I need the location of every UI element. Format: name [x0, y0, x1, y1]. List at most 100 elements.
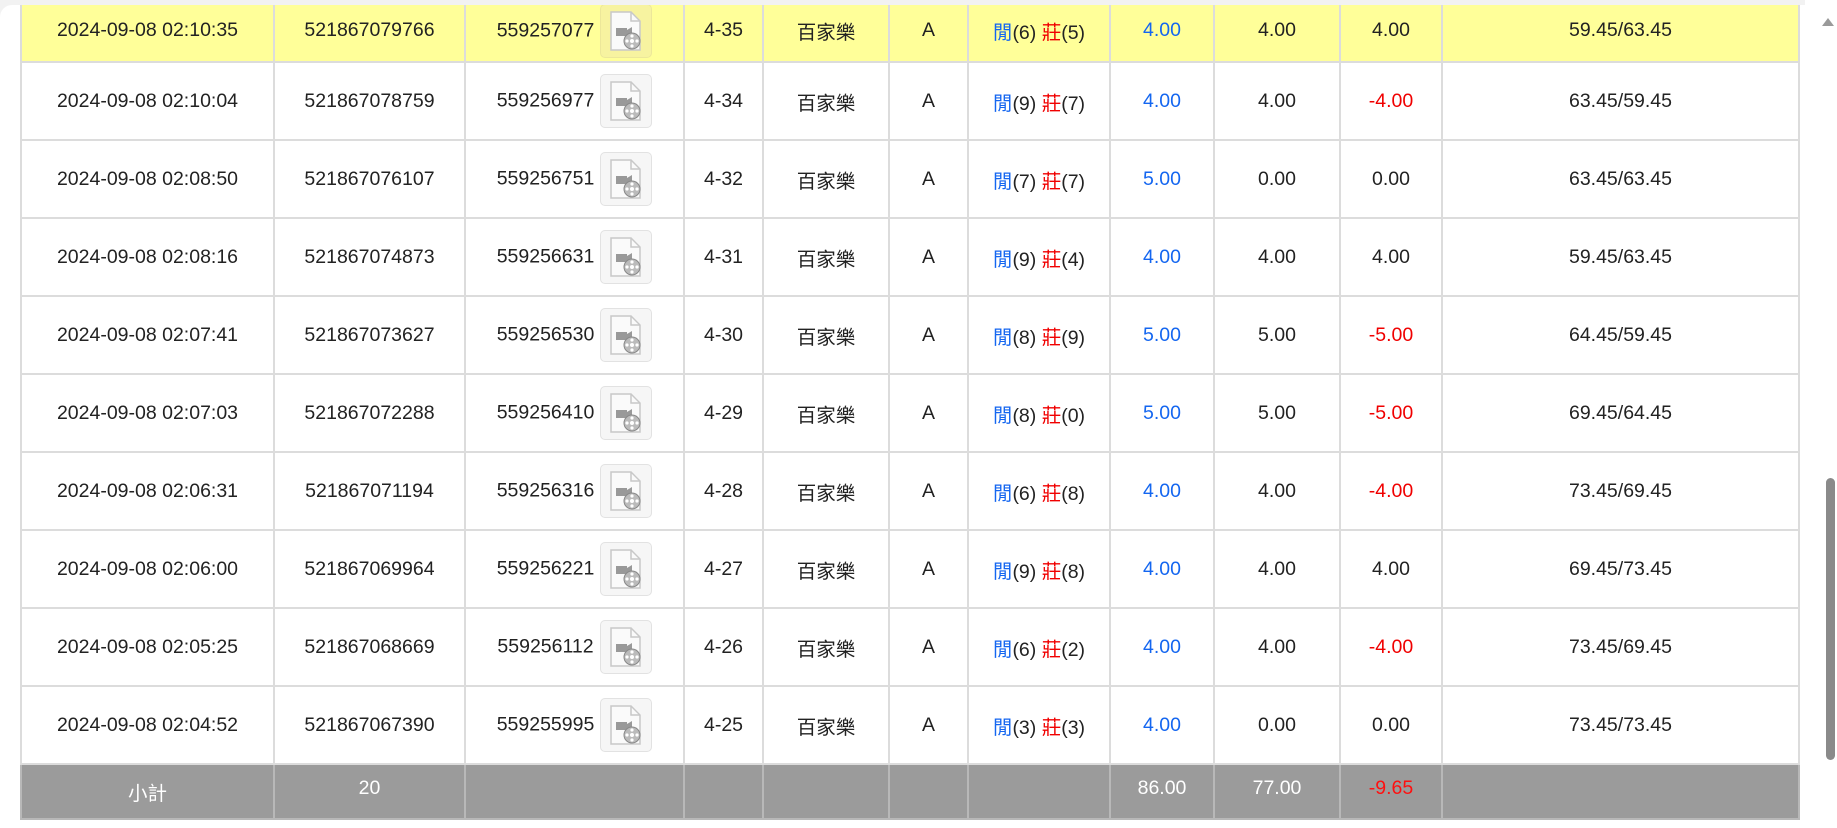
video-file-icon[interactable]	[600, 308, 653, 362]
player-points: (3)	[1012, 716, 1037, 739]
banker-points: (2)	[1061, 638, 1086, 661]
bet-amount: 4.00	[1109, 61, 1215, 141]
bet-time: 2024-09-08 02:04:52	[20, 685, 275, 765]
bet-id: 521867072288	[273, 373, 466, 453]
table-row: 2024-09-08 02:10:04 521867078759 5592569…	[20, 61, 1800, 141]
banker-label: 莊	[1041, 248, 1062, 271]
table-name: A	[888, 685, 969, 765]
table-number: 4-29	[683, 373, 764, 453]
player-points: (9)	[1012, 92, 1037, 115]
video-file-icon[interactable]	[600, 152, 653, 206]
balance-before-after: 69.45/73.45	[1441, 529, 1800, 609]
round-id-cell: 559256221	[464, 529, 685, 609]
bet-id: 521867079766	[273, 5, 466, 63]
video-file-icon[interactable]	[600, 542, 653, 596]
player-label: 閒	[992, 326, 1013, 349]
banker-points: (0)	[1061, 404, 1086, 427]
round-id: 559256751	[496, 167, 595, 190]
video-file-icon[interactable]	[600, 230, 653, 284]
video-file-icon[interactable]	[600, 386, 653, 440]
bet-time: 2024-09-08 02:06:31	[20, 451, 275, 531]
round-id-cell: 559256410	[464, 373, 685, 453]
table-row: 2024-09-08 02:08:16 521867074873 5592566…	[20, 217, 1800, 297]
round-id-cell: 559256631	[464, 217, 685, 297]
scroll-up-arrow-icon[interactable]	[1822, 18, 1834, 26]
result-cell: 閒(6) 莊(8)	[967, 451, 1111, 531]
valid-amount: 0.00	[1213, 139, 1341, 219]
table-number: 4-34	[683, 61, 764, 141]
banker-label: 莊	[1041, 170, 1062, 193]
bet-time: 2024-09-08 02:08:50	[20, 139, 275, 219]
banker-points: (8)	[1061, 482, 1086, 505]
result-cell: 閒(9) 莊(7)	[967, 61, 1111, 141]
result-cell: 閒(3) 莊(3)	[967, 685, 1111, 765]
empty-cell	[967, 763, 1111, 820]
player-points: (9)	[1012, 560, 1037, 583]
table-name: A	[888, 139, 969, 219]
scrollbar-thumb[interactable]	[1826, 478, 1835, 760]
video-file-icon[interactable]	[600, 74, 653, 128]
player-points: (7)	[1012, 170, 1037, 193]
game-name: 百家樂	[762, 373, 890, 453]
game-name: 百家樂	[762, 607, 890, 687]
table-row: 2024-09-08 02:10:35 521867079766 5592570…	[20, 5, 1800, 63]
valid-amount: 5.00	[1213, 295, 1341, 375]
banker-points: (4)	[1061, 248, 1086, 271]
player-points: (8)	[1012, 326, 1037, 349]
table-row: 2024-09-08 02:07:41 521867073627 5592565…	[20, 295, 1800, 375]
table-row: 2024-09-08 02:04:52 521867067390 5592559…	[20, 685, 1800, 765]
bet-amount: 4.00	[1109, 529, 1215, 609]
win-loss: -4.00	[1339, 607, 1443, 687]
empty-cell	[464, 763, 685, 820]
table-name: A	[888, 61, 969, 141]
bet-amount: 4.00	[1109, 607, 1215, 687]
round-id: 559255995	[496, 713, 595, 736]
round-id-cell: 559256530	[464, 295, 685, 375]
bet-id: 521867073627	[273, 295, 466, 375]
round-id-cell: 559257077	[464, 5, 685, 63]
bet-time: 2024-09-08 02:07:03	[20, 373, 275, 453]
round-id-cell: 559255995	[464, 685, 685, 765]
table-number: 4-30	[683, 295, 764, 375]
banker-label: 莊	[1041, 22, 1062, 44]
video-file-icon[interactable]	[600, 464, 653, 518]
banker-label: 莊	[1041, 638, 1062, 661]
table-row: 2024-09-08 02:08:50 521867076107 5592567…	[20, 139, 1800, 219]
game-name: 百家樂	[762, 61, 890, 141]
balance-before-after: 73.45/73.45	[1441, 685, 1800, 765]
bet-id: 521867078759	[273, 61, 466, 141]
balance-before-after: 73.45/69.45	[1441, 451, 1800, 531]
game-name: 百家樂	[762, 451, 890, 531]
win-loss: 4.00	[1339, 217, 1443, 297]
banker-points: (3)	[1061, 716, 1086, 739]
valid-amount: 4.00	[1213, 5, 1341, 63]
banker-points: (8)	[1061, 560, 1086, 583]
table-name: A	[888, 217, 969, 297]
win-loss: -5.00	[1339, 295, 1443, 375]
table-name: A	[888, 5, 969, 63]
balance-before-after: 73.45/69.45	[1441, 607, 1800, 687]
player-label: 閒	[992, 170, 1013, 193]
video-file-icon[interactable]	[600, 5, 653, 58]
table-name: A	[888, 295, 969, 375]
video-file-icon[interactable]	[599, 620, 652, 674]
bet-history-table: 2024-09-08 02:10:35 521867079766 5592570…	[20, 5, 1800, 820]
valid-amount: 4.00	[1213, 529, 1341, 609]
valid-amount: 4.00	[1213, 217, 1341, 297]
round-id-cell: 559256977	[464, 61, 685, 141]
bet-amount: 4.00	[1109, 685, 1215, 765]
player-label: 閒	[992, 482, 1013, 505]
empty-cell	[888, 763, 969, 820]
bet-amount: 5.00	[1109, 139, 1215, 219]
bet-time: 2024-09-08 02:08:16	[20, 217, 275, 297]
bet-id: 521867067390	[273, 685, 466, 765]
player-label: 閒	[992, 404, 1013, 427]
round-id: 559256410	[496, 401, 595, 424]
player-label: 閒	[992, 638, 1013, 661]
video-file-icon[interactable]	[600, 698, 653, 752]
banker-label: 莊	[1041, 326, 1062, 349]
empty-cell	[762, 763, 890, 820]
player-points: (6)	[1012, 638, 1037, 661]
round-id: 559257077	[496, 19, 595, 41]
subtotal-win: -9.65	[1339, 763, 1443, 820]
